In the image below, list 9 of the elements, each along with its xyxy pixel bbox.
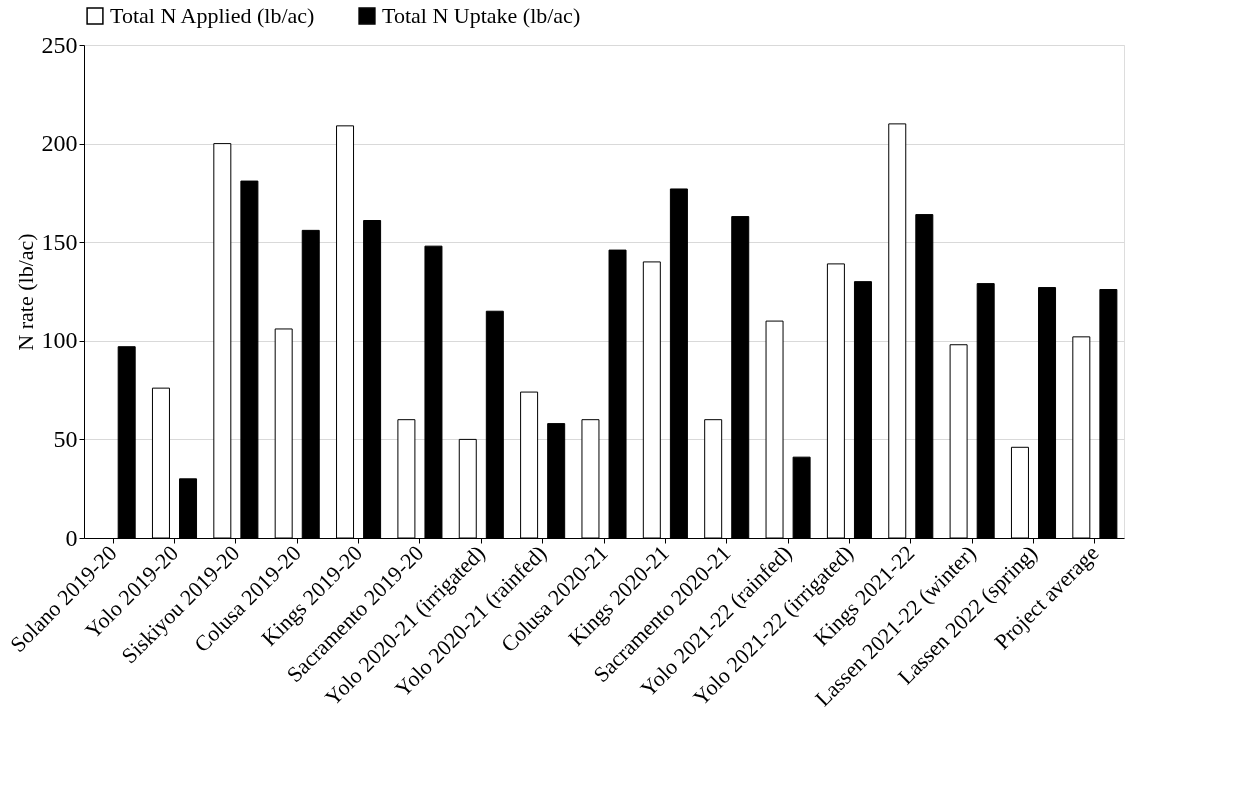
y-tick-label: 200 (41, 130, 78, 157)
y-tick-label: 50 (53, 425, 78, 452)
y-tick-label: 100 (41, 327, 78, 354)
y-axis-title: N rate (lb/ac) (12, 233, 38, 351)
legend-label: Total N Uptake (lb/ac) (382, 3, 581, 28)
legend-label: Total N Applied (lb/ac) (110, 3, 315, 28)
y-tick-label: 0 (65, 524, 78, 551)
y-tick-label: 150 (41, 228, 78, 255)
y-tick-label: 250 (41, 31, 78, 58)
